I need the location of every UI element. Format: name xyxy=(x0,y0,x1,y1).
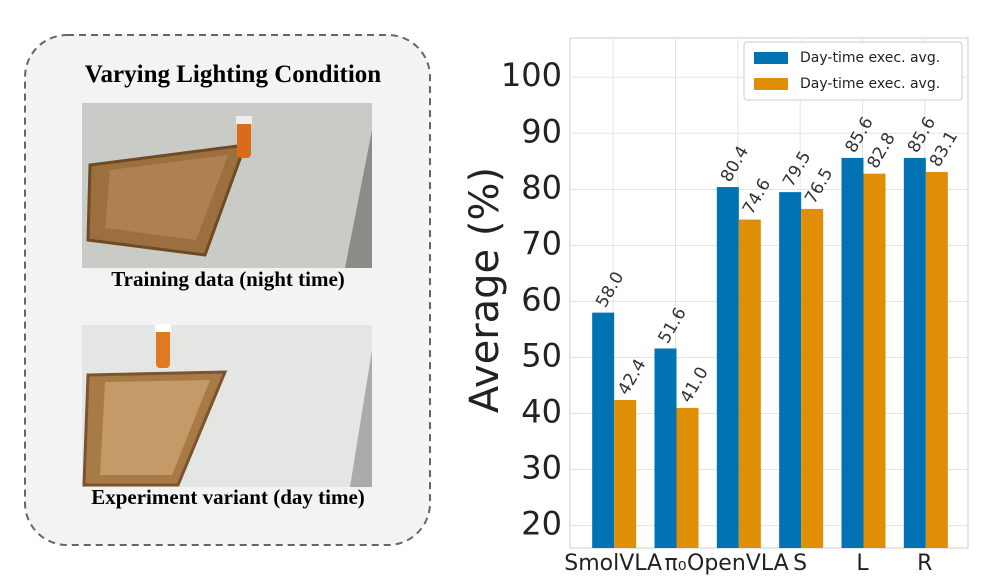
bar xyxy=(863,173,886,548)
legend-frame xyxy=(743,41,963,101)
y-tick-label: 80 xyxy=(521,168,562,206)
x-tick-label: S xyxy=(793,551,807,576)
bar xyxy=(592,312,615,548)
bar xyxy=(716,187,739,549)
plot-area xyxy=(569,37,969,549)
photo-night xyxy=(82,103,372,268)
y-tick-label: 30 xyxy=(521,449,562,487)
legend-label: Day-time exec. avg. xyxy=(800,50,940,66)
y-axis-label: Average (%) xyxy=(462,167,508,413)
caption: Experiment variant (day time) xyxy=(91,485,365,509)
y-tick-label: 50 xyxy=(521,336,562,374)
legend-swatch xyxy=(754,52,788,64)
panel-title: Varying Lighting Condition xyxy=(85,61,381,88)
bar xyxy=(903,157,926,548)
bar xyxy=(738,219,761,549)
x-tick-label: OpenVLA xyxy=(687,551,789,576)
x-tick-label: L xyxy=(856,551,869,576)
bar xyxy=(841,157,864,548)
bar xyxy=(676,407,699,548)
y-tick-label: 40 xyxy=(521,392,562,430)
legend-swatch xyxy=(754,78,788,90)
caption: Training data (night time) xyxy=(111,267,345,291)
bar xyxy=(779,192,802,548)
x-tick-label: π₀ xyxy=(664,551,686,576)
legend-label: Day-time exec. avg. xyxy=(800,76,940,92)
y-tick-label: 90 xyxy=(521,112,562,150)
bar xyxy=(614,400,637,548)
photo-day xyxy=(82,324,372,487)
bar xyxy=(925,171,948,548)
bar xyxy=(654,348,677,548)
y-tick-label: 20 xyxy=(521,505,562,543)
bar xyxy=(801,208,824,548)
x-tick-label: SmolVLA xyxy=(564,551,662,576)
y-tick-label: 60 xyxy=(521,280,562,318)
y-tick-label: 70 xyxy=(521,224,562,262)
x-tick-label: R xyxy=(917,551,932,576)
y-tick-label: 100 xyxy=(501,56,562,94)
